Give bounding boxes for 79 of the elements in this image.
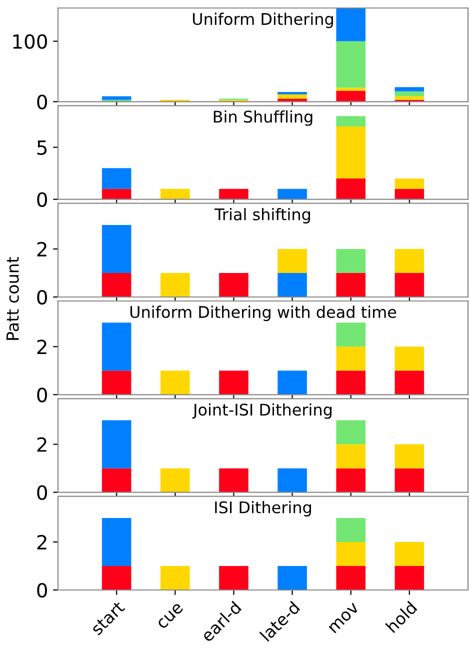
bar [394, 96, 424, 100]
bar [278, 566, 307, 590]
bar [394, 468, 424, 492]
chart-title: Uniform Dithering [193, 12, 333, 28]
y-tick-label: 0 [37, 94, 47, 110]
bar [278, 94, 307, 99]
bar [219, 272, 248, 297]
y-tick-label: 2 [37, 340, 46, 354]
y-tick-label: 2 [37, 437, 46, 452]
bar [336, 248, 366, 273]
bar [336, 542, 366, 566]
bar [160, 566, 190, 590]
bar [336, 518, 366, 542]
y-tick-label: 0 [37, 192, 47, 207]
bar [336, 178, 366, 200]
bar [219, 468, 248, 492]
bar [336, 126, 366, 179]
bar [160, 188, 190, 200]
chart-title: ISI Dithering [215, 501, 311, 516]
bar [278, 188, 307, 200]
chart-title: Joint-ISI Dithering [192, 403, 332, 419]
bar [394, 87, 424, 92]
bar [394, 178, 424, 189]
bar [102, 420, 132, 468]
bar [394, 566, 424, 590]
bar [102, 224, 132, 273]
bar [278, 468, 307, 492]
bar [394, 370, 424, 395]
x-tick-label: cue [156, 602, 184, 630]
bar [336, 88, 366, 91]
bar [336, 468, 366, 492]
bar [102, 518, 132, 566]
bar [102, 468, 132, 492]
bar [336, 566, 366, 590]
bar [278, 370, 307, 395]
y-tick-label: 100 [13, 34, 47, 49]
bar [278, 248, 307, 273]
bar [394, 248, 424, 273]
bar [394, 444, 424, 468]
bar [102, 96, 132, 100]
y-tick-label: 5 [37, 140, 47, 155]
bar [336, 8, 366, 42]
bar [219, 566, 248, 590]
bar [336, 41, 366, 88]
bar [394, 272, 424, 297]
bar [160, 370, 190, 395]
y-tick-label: 0 [37, 582, 47, 598]
y-tick-label: 2 [37, 242, 46, 256]
bar [394, 346, 424, 371]
bar [102, 188, 132, 200]
bar [102, 566, 132, 590]
chart-title: Trial shifting [214, 208, 310, 224]
bar [336, 116, 366, 126]
chart-title: Uniform Dithering with dead time [130, 306, 396, 322]
y-tick-label: 0 [37, 290, 47, 305]
bar [336, 272, 366, 297]
y-axis-title: Patt count [6, 256, 19, 340]
bar [336, 90, 366, 102]
bar [394, 91, 424, 96]
bar [160, 468, 190, 492]
y-tick-label: 0 [37, 485, 47, 500]
bar [394, 188, 424, 200]
bar [219, 188, 248, 200]
bar [336, 444, 366, 468]
bar [102, 370, 132, 395]
chart-title: Bin Shuffling [214, 110, 312, 126]
bar [336, 322, 366, 347]
bar [219, 370, 248, 395]
bar [278, 272, 307, 297]
bar [102, 322, 132, 371]
bar [102, 168, 132, 189]
bar [336, 420, 366, 444]
bar [336, 346, 366, 371]
bar [336, 370, 366, 395]
bar [394, 542, 424, 566]
y-tick-label: 0 [37, 388, 47, 402]
bar [102, 272, 132, 297]
y-tick-label: 2 [37, 534, 46, 550]
bar [160, 272, 190, 297]
